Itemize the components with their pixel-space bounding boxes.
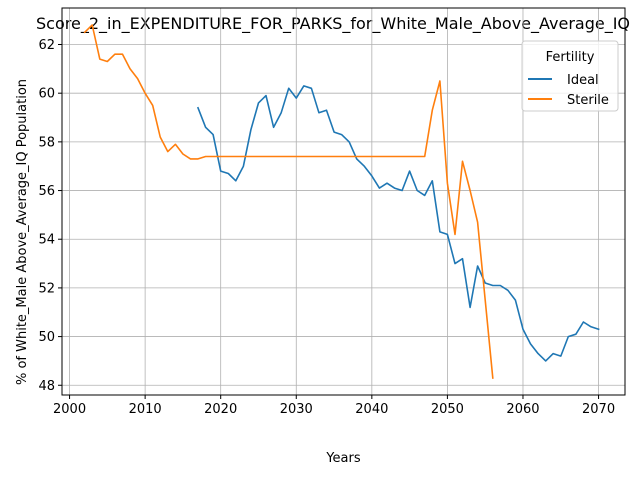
chart-title: Score_2_in_EXPENDITURE_FOR_PARKS_for_Whi… — [36, 14, 630, 34]
x-tick-label: 2000 — [53, 402, 86, 417]
x-axis-label: Years — [325, 451, 361, 466]
plot-frame — [61, 7, 626, 396]
x-tick-label: 2020 — [204, 402, 237, 417]
y-tick-label: 62 — [38, 38, 55, 53]
x-tick-label: 2030 — [280, 402, 313, 417]
y-tick-label: 58 — [38, 135, 55, 150]
legend-label-ideal: Ideal — [567, 73, 599, 88]
series-layer — [83, 24, 600, 379]
x-axis: 2000 2010 2020 2030 2040 2050 2060 2070 — [53, 395, 615, 417]
y-tick-label: 60 — [38, 87, 55, 102]
y-tick-label: 48 — [38, 379, 55, 394]
legend-box — [521, 40, 619, 112]
y-tick-label: 50 — [38, 330, 55, 345]
y-axis-label: % of White_Male Above_Average_IQ Populat… — [15, 79, 30, 385]
x-tick-label: 2060 — [506, 402, 539, 417]
x-tick-label: 2010 — [129, 402, 162, 417]
y-tick-label: 52 — [38, 281, 55, 296]
y-tick-label: 56 — [38, 184, 55, 199]
legend: Fertility Ideal Sterile — [521, 40, 619, 112]
y-tick-label: 54 — [38, 233, 55, 248]
x-tick-label: 2040 — [355, 402, 388, 417]
series-line-sterile — [83, 24, 494, 379]
y-axis: 48 50 52 54 56 58 60 62 — [38, 38, 62, 394]
x-tick-label: 2050 — [431, 402, 464, 417]
grid — [62, 8, 625, 395]
legend-title: Fertility — [546, 50, 595, 65]
series-line-ideal — [196, 85, 600, 362]
legend-label-sterile: Sterile — [567, 93, 609, 108]
x-tick-label: 2070 — [582, 402, 615, 417]
